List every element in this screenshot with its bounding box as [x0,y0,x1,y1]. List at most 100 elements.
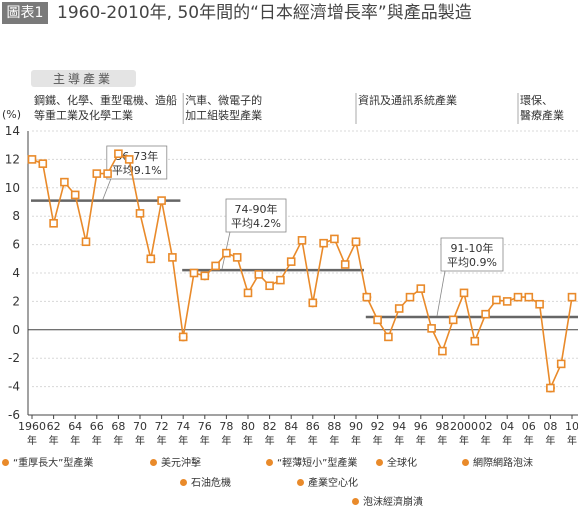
y-tick-label: 10 [5,181,20,195]
data-point [481,309,490,319]
x-tick-suffix: 年 [243,434,253,447]
x-tick-suffix: 年 [27,434,37,447]
x-tick-label: 94 [392,420,406,433]
x-tick-suffix: 年 [157,434,167,447]
x-tick-label: 10 [565,420,578,433]
lead-industry-header-bg [31,70,136,87]
data-point [38,159,48,168]
data-point [211,261,220,271]
data-point [308,298,318,308]
x-tick-label: 70 [133,420,147,433]
x-tick-suffix: 年 [329,434,339,447]
x-tick-suffix: 年 [567,434,577,447]
era-label: 環保、 [520,93,553,107]
era-label: 等重工業及化學工業 [34,108,133,122]
legend-label: 美元沖擊 [161,458,201,469]
data-point [297,236,307,245]
legend-item-bubble-burst: 泡沫經濟崩潰 [352,497,423,509]
legend-marker [297,479,304,486]
era-label: 汽車、微電子的 [185,93,262,107]
y-tick-label: 8 [12,209,20,223]
average-callout-pointer [102,178,112,200]
data-point [92,169,102,178]
x-tick-suffix: 年 [351,434,361,447]
legend-marker [2,459,9,466]
x-tick-label: 2000 [450,420,478,433]
x-tick-suffix: 年 [286,434,296,447]
x-tick-suffix: 年 [70,434,80,447]
era-label: 加工組裝型產業 [185,108,262,122]
data-point [157,196,166,205]
data-point [265,281,274,291]
data-point [351,237,361,247]
x-tick-suffix: 年 [308,434,318,447]
data-point [114,149,123,159]
legend-item-internet-bubble: 網際網路泡沫 [462,458,533,470]
legend-marker [352,498,359,505]
data-point [384,332,393,342]
data-point [81,237,91,247]
figure-title: 1960-2010年, 50年間的“日本經濟增長率”與產品製造 [57,3,472,23]
data-point [200,271,210,281]
era-label: 資訊及通訊系統產業 [358,93,457,107]
legend-marker [462,459,469,466]
data-point [567,292,577,302]
x-tick-label: 62 [47,420,61,433]
x-tick-label: 06 [522,420,536,433]
legend-item-heavy-industry: “重厚長大”型產業 [2,458,93,470]
legend-item-oil-crisis: 石油危機 [180,478,231,490]
x-tick-suffix: 年 [502,434,512,447]
average-callout-period: 91-10年 [451,241,494,255]
legend-item-dollar-shock: 美元沖擊 [150,458,201,470]
era-label: 醫療產業 [520,108,564,122]
x-tick-label: 04 [500,420,514,433]
y-tick-label: 14 [5,124,20,138]
x-tick-label: 80 [241,420,255,433]
legend-marker [150,459,157,466]
data-point [535,299,544,309]
x-tick-label: 98 [435,420,449,433]
legend-label: “輕薄短小”型產業 [277,458,358,469]
legend-label: 全球化 [387,458,417,469]
legend-item-hollowing: 產業空心化 [297,478,358,490]
x-tick-label: 74 [176,420,190,433]
legend-label: “重厚長大”型產業 [13,458,94,469]
data-point [330,234,339,244]
y-tick-label: 0 [12,323,20,337]
y-tick-label: 2 [12,294,20,308]
legend-marker [180,479,187,486]
data-point [438,346,447,356]
x-tick-suffix: 年 [92,434,102,447]
x-tick-label: 78 [219,420,233,433]
x-tick-label: 76 [198,420,212,433]
data-point [448,315,458,325]
x-tick-suffix: 年 [416,434,426,447]
x-tick-label: 64 [68,420,82,433]
average-callout-pointer [436,270,446,317]
x-tick-label: 72 [155,420,169,433]
data-point [546,383,555,393]
x-tick-suffix: 年 [481,434,491,447]
data-point [222,248,231,258]
data-point [556,359,566,369]
x-tick-label: 08 [543,420,557,433]
lead-industry-header: 主導產業 [53,71,113,86]
data-point [405,292,415,302]
legend-label: 泡沫經濟崩潰 [363,497,423,508]
x-tick-label: 86 [306,420,320,433]
x-tick-label: 90 [349,420,363,433]
data-point [362,292,372,302]
legend-label: 產業空心化 [308,478,358,489]
x-tick-suffix: 年 [265,434,275,447]
x-tick-suffix: 年 [221,434,231,447]
x-tick-label: 96 [414,420,428,433]
data-point [416,284,426,293]
data-point [146,254,156,264]
x-tick-label: 88 [327,420,341,433]
average-callout-box [225,198,287,233]
data-point [243,288,253,298]
x-tick-suffix: 年 [545,434,555,447]
legend-marker [376,459,383,466]
data-point [189,268,199,278]
data-point [276,275,285,285]
